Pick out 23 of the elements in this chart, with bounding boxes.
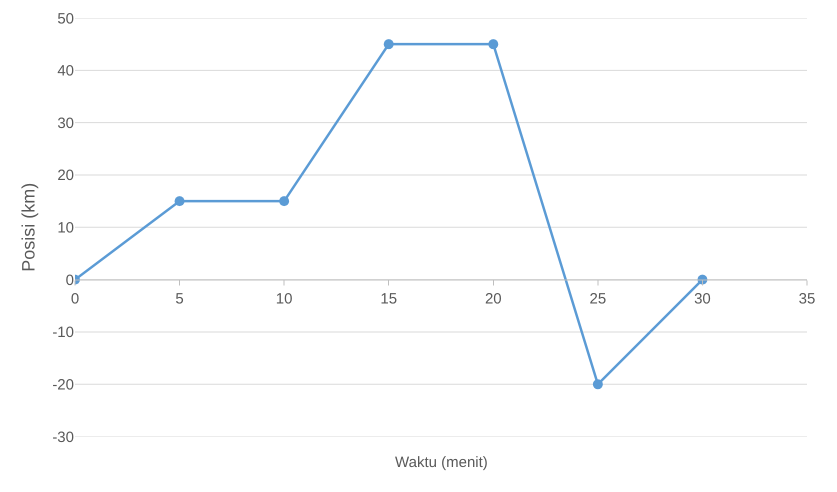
x-axis-title: Waktu (menit): [395, 454, 488, 471]
y-tick-label: 50: [57, 10, 74, 28]
x-tick-label: 15: [380, 290, 398, 308]
x-tick-label: 30: [694, 290, 711, 308]
x-tick-label: 35: [798, 290, 816, 308]
x-tick-label: 20: [484, 290, 502, 308]
y-tick-label: 20: [57, 167, 74, 184]
point: [592, 379, 603, 390]
y-tick-label: 10: [57, 220, 74, 237]
y-tick-label: 30: [57, 114, 74, 132]
point: [384, 39, 394, 50]
y-tick-label: -10: [52, 324, 74, 342]
x-tick-label: 25: [590, 290, 606, 308]
point: [279, 196, 290, 206]
point: [488, 39, 498, 50]
point: [174, 196, 185, 206]
y-tick-label: -30: [52, 428, 74, 446]
x-tick-label: 10: [276, 290, 292, 308]
y-axis-title: Posisi (km): [18, 182, 39, 272]
y-tick-label: 40: [57, 62, 74, 80]
y-tick-label: -20: [52, 376, 74, 394]
y-tick-label: 0: [66, 272, 74, 289]
x-tick-label: 5: [175, 290, 184, 308]
